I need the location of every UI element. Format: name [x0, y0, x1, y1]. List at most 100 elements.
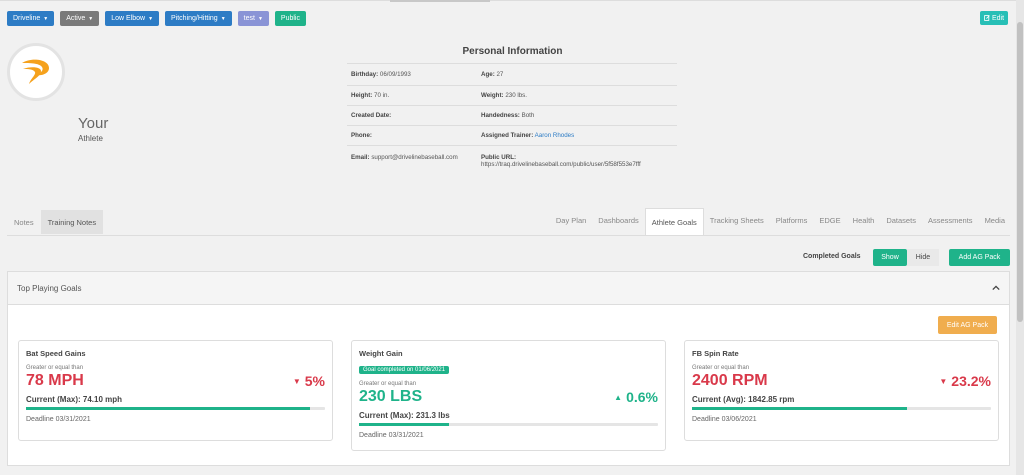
- goal-value: 78 MPH: [26, 372, 84, 389]
- athlete-last-name: Athlete: [78, 134, 103, 143]
- tab-datasets[interactable]: Datasets: [886, 215, 916, 225]
- triangle-up-icon: ▲: [614, 392, 623, 402]
- goal-value-row: 78 MPH ▼ 5%: [26, 372, 325, 390]
- tab-divider: [7, 235, 1010, 236]
- tab-platforms[interactable]: Platforms: [775, 215, 808, 225]
- phone-field: Phone:: [347, 132, 477, 139]
- personal-info-grid: Birthday: 06/09/1993 Age: 27 Height: 70 …: [347, 63, 677, 175]
- avatar: [7, 43, 65, 101]
- goal-card-bat-speed: Bat Speed Gains Greater or equal than 78…: [18, 340, 333, 441]
- goal-current: Current (Max): 74.10 mph: [26, 395, 123, 404]
- tab-tracking-sheets[interactable]: Tracking Sheets: [709, 215, 764, 225]
- chevron-up-icon[interactable]: [992, 283, 1000, 293]
- email-field: Email: support@drivelinebaseball.com: [347, 154, 477, 161]
- tag-pitching-hitting[interactable]: Pitching/Hitting ▼: [165, 11, 232, 26]
- personal-info-title: Personal Information: [462, 46, 563, 57]
- handedness-value: Both: [521, 112, 535, 119]
- panel-header[interactable]: Top Playing Goals: [8, 272, 1009, 305]
- goal-title: Weight Gain: [359, 349, 403, 358]
- assigned-trainer-link[interactable]: Aaron Rhodes: [534, 132, 575, 139]
- public-url-field: Public URL: https://traq.drivelinebasebal…: [477, 154, 677, 168]
- tab-assessments[interactable]: Assessments: [927, 215, 973, 225]
- add-ag-pack-button[interactable]: Add AG Pack: [949, 249, 1010, 266]
- assigned-trainer-field: Assigned Trainer: Aaron Rhodes: [477, 132, 677, 139]
- caret-down-icon: ▼: [148, 15, 154, 22]
- goal-progress-bar: [26, 407, 325, 410]
- personal-info-row: Phone: Assigned Trainer: Aaron Rhodes: [347, 125, 677, 145]
- goal-progress-fill: [359, 423, 449, 426]
- caret-down-icon: ▼: [220, 15, 226, 22]
- tab-edge[interactable]: EDGE: [819, 215, 841, 225]
- notes-tabs: Notes Training Notes: [7, 210, 104, 234]
- tab-athlete-goals[interactable]: Athlete Goals: [644, 208, 704, 235]
- goal-condition: Greater or equal than: [26, 365, 84, 371]
- show-completed-button[interactable]: Show: [873, 249, 907, 266]
- goal-condition: Greater or equal than: [359, 381, 417, 387]
- edit-button[interactable]: Edit: [980, 11, 1008, 25]
- tag-test[interactable]: test ▼: [237, 11, 269, 26]
- goal-value-row: 2400 RPM ▼ 23.2%: [692, 372, 991, 390]
- goal-change-value: 23.2%: [951, 373, 991, 389]
- tag-public[interactable]: Public: [274, 11, 306, 26]
- athlete-tags: Driveline ▼ Active ▼ Low Elbow ▼ Pitching/H…: [7, 11, 306, 26]
- tag-label: Pitching/Hitting: [171, 15, 218, 22]
- top-divider: [0, 0, 1016, 1]
- email-value: support@drivelinebaseball.com: [371, 154, 458, 161]
- weight-field: Weight: 230 lbs.: [477, 92, 677, 99]
- panel-title: Top Playing Goals: [17, 283, 82, 293]
- goal-value-row: 230 LBS ▲ 0.6%: [359, 388, 658, 406]
- athlete-first-name: Your: [78, 115, 109, 132]
- phone-label: Phone:: [351, 132, 372, 139]
- weight-label: Weight:: [481, 92, 504, 99]
- goal-change-value: 5%: [304, 373, 325, 389]
- goal-progress-bar: [692, 407, 991, 410]
- edit-ag-pack-button[interactable]: Edit AG Pack: [938, 316, 997, 334]
- hide-completed-button[interactable]: Hide: [907, 249, 939, 266]
- caret-down-icon: ▼: [43, 15, 49, 22]
- tab-media[interactable]: Media: [984, 215, 1005, 225]
- handedness-field: Handedness: Both: [477, 112, 677, 119]
- tag-active[interactable]: Active ▼: [60, 11, 100, 26]
- goal-deadline: Deadline 03/31/2021: [26, 416, 91, 423]
- personal-info-row: Birthday: 06/09/1993 Age: 27: [347, 63, 677, 85]
- tab-health[interactable]: Health: [852, 215, 875, 225]
- tab-day-plan[interactable]: Day Plan: [555, 215, 587, 225]
- tag-driveline[interactable]: Driveline ▼: [7, 11, 55, 26]
- height-label: Height:: [351, 92, 373, 99]
- tag-label: Low Elbow: [111, 15, 146, 22]
- goal-deadline: Deadline 03/31/2021: [359, 432, 424, 439]
- age-value: 27: [496, 71, 504, 78]
- age-label: Age:: [481, 71, 495, 78]
- birthday-value: 06/09/1993: [379, 71, 411, 78]
- goal-completed-badge: Goal completed on 01/06/2021: [359, 366, 450, 374]
- goal-title: FB Spin Rate: [692, 349, 739, 358]
- goal-change: ▼ 5%: [293, 373, 325, 389]
- goal-card-weight-gain: Weight Gain Goal completed on 01/06/2021…: [351, 340, 666, 451]
- page-scrollbar[interactable]: [1016, 0, 1024, 475]
- tab-dashboards[interactable]: Dashboards: [598, 215, 639, 225]
- goal-progress-fill: [26, 407, 311, 410]
- scrollbar-thumb[interactable]: [1017, 22, 1023, 322]
- birthday-label: Birthday:: [351, 71, 379, 78]
- tab-training-notes[interactable]: Training Notes: [40, 210, 104, 234]
- athlete-tabs: Day Plan Dashboards Athlete Goals Tracki…: [550, 208, 1011, 235]
- caret-down-icon: ▼: [88, 15, 94, 22]
- goal-progress-bar: [359, 423, 658, 426]
- goal-change: ▼ 23.2%: [939, 373, 991, 389]
- caret-down-icon: ▼: [257, 15, 263, 22]
- goal-deadline: Deadline 03/06/2021: [692, 416, 757, 423]
- tab-notes[interactable]: Notes: [14, 217, 34, 227]
- tag-label: Driveline: [13, 15, 41, 22]
- tag-low-elbow[interactable]: Low Elbow ▼: [105, 11, 160, 26]
- goal-title: Bat Speed Gains: [26, 349, 86, 358]
- birthday-field: Birthday: 06/09/1993: [347, 71, 477, 78]
- driveline-logo: [22, 59, 49, 84]
- goal-change: ▲ 0.6%: [614, 389, 658, 405]
- height-value: 70 in.: [374, 92, 390, 99]
- goal-progress-fill: [692, 407, 908, 410]
- goal-current: Current (Avg): 1842.85 rpm: [692, 395, 795, 404]
- personal-info-row: Created Date: Handedness: Both: [347, 105, 677, 125]
- height-field: Height: 70 in.: [347, 92, 477, 99]
- email-label: Email:: [351, 154, 370, 161]
- personal-info-row: Email: support@drivelinebaseball.com Pub…: [347, 145, 677, 175]
